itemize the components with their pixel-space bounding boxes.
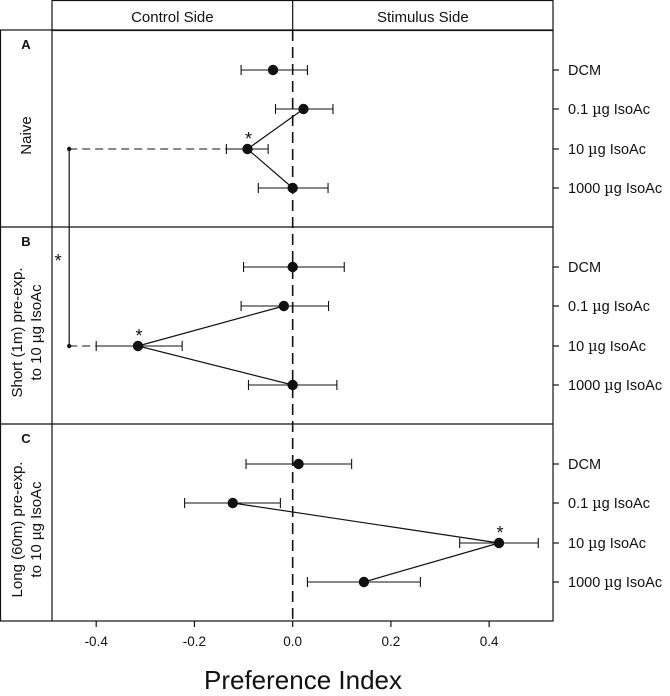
significance-marker: * xyxy=(135,326,142,346)
category-label-part: g IsoAc xyxy=(614,378,662,394)
category-label: DCM xyxy=(568,260,601,276)
x-tick-label: 0.4 xyxy=(480,634,499,649)
category-label: 1000 µg IsoAc xyxy=(568,181,662,197)
x-tick-label: 0.2 xyxy=(382,634,401,649)
comparison-end-b xyxy=(66,343,72,349)
plot-border xyxy=(0,29,554,622)
data-point xyxy=(298,103,309,115)
panel-label: Short (1m) pre-exp. to 10 µg IsoAc xyxy=(9,267,45,397)
category-label: 0.1 µg IsoAc xyxy=(568,496,650,512)
data-point xyxy=(278,300,290,312)
panel-label-line: Naive xyxy=(18,116,35,154)
micro-symbol: µ xyxy=(588,142,597,158)
stimulus-side-label: Stimulus Side xyxy=(377,9,469,26)
category-label-part: g IsoAc xyxy=(602,496,650,512)
connecting-line xyxy=(232,502,500,583)
micro-symbol: µ xyxy=(592,496,601,512)
x-axis-label: Preference Index xyxy=(204,665,402,695)
comparison-end-a xyxy=(66,146,72,152)
category-label-part: 0.1 xyxy=(568,102,592,118)
category-label-part: 10 xyxy=(568,339,588,355)
category-label-part: 0.1 xyxy=(568,299,592,315)
panel-letter: A xyxy=(21,37,31,52)
data-point xyxy=(493,537,505,549)
panel-b: B Short (1m) pre-exp. to 10 µg IsoAc DCM 0.1… xyxy=(9,234,662,398)
category-label: 10 µg IsoAc xyxy=(568,339,646,355)
control-side-label: Control Side xyxy=(131,9,214,26)
category-label-part: 1000 xyxy=(568,575,604,591)
x-tick-label: 0.0 xyxy=(283,634,302,649)
category-label-part: g IsoAc xyxy=(614,181,662,197)
x-tick-label: -0.4 xyxy=(85,634,109,649)
category-label-part: DCM xyxy=(568,63,601,79)
category-label-part: g IsoAc xyxy=(602,299,650,315)
micro-symbol: µ xyxy=(592,299,601,315)
category-label: DCM xyxy=(568,63,601,79)
data-point xyxy=(242,143,253,155)
micro-symbol: µ xyxy=(604,575,613,591)
category-label-part: 10 xyxy=(568,142,588,158)
category-label: 1000 µg IsoAc xyxy=(568,378,662,394)
micro-symbol: µ xyxy=(604,181,613,197)
category-label: 0.1 µg IsoAc xyxy=(568,102,650,118)
micro-symbol: µ xyxy=(588,536,597,552)
micro-symbol: µ xyxy=(592,102,601,118)
category-label-part: 0.1 xyxy=(568,496,592,512)
category-label: 10 µg IsoAc xyxy=(568,142,646,158)
micro-symbol: µ xyxy=(588,339,597,355)
chart-frame: Control Side Stimulus Side xyxy=(0,0,554,622)
category-label: 10 µg IsoAc xyxy=(568,536,646,552)
data-point xyxy=(287,379,298,391)
category-label: 0.1 µg IsoAc xyxy=(568,299,650,315)
data-point xyxy=(287,182,298,194)
panel-label-line: to 10 µg IsoAc xyxy=(28,284,45,381)
panel-letter: B xyxy=(21,234,30,249)
panel-label: Naive xyxy=(18,116,35,154)
panel-c: C Long (60m) pre-exp. to 10 µg IsoAc DCM 0.1… xyxy=(9,431,662,597)
panel-letter: C xyxy=(21,431,31,446)
comparison-bracket: * xyxy=(55,146,227,349)
category-label: 1000 µg IsoAc xyxy=(568,575,662,591)
micro-symbol: µ xyxy=(604,378,613,394)
category-label-part: g IsoAc xyxy=(598,142,646,158)
x-tick-label: -0.2 xyxy=(183,634,206,649)
header-box xyxy=(51,0,554,32)
panel-label: Long (60m) pre-exp. to 10 µg IsoAc xyxy=(9,462,45,598)
category-label-part: g IsoAc xyxy=(614,575,662,591)
comparison-marker: * xyxy=(55,251,62,271)
significance-marker: * xyxy=(496,523,503,543)
panel-label-line: Long (60m) pre-exp. xyxy=(9,462,26,598)
category-label-part: DCM xyxy=(568,457,601,473)
category-label-part: g IsoAc xyxy=(602,102,650,118)
category-label-part: 10 xyxy=(568,536,588,552)
category-label-part: 1000 xyxy=(568,181,604,197)
significance-marker: * xyxy=(245,129,252,149)
data-point xyxy=(358,576,370,588)
category-label-part: 1000 xyxy=(568,378,604,394)
category-label-part: g IsoAc xyxy=(598,536,646,552)
data-point xyxy=(267,64,279,76)
data-point xyxy=(287,261,298,273)
data-point xyxy=(227,497,238,509)
data-point xyxy=(293,458,304,470)
panel-label-line: to 10 µg IsoAc xyxy=(28,481,45,578)
data-point xyxy=(132,340,144,352)
category-label-part: g IsoAc xyxy=(598,339,646,355)
category-label: DCM xyxy=(568,457,601,473)
category-label-part: DCM xyxy=(568,260,601,276)
panel-label-line: Short (1m) pre-exp. xyxy=(9,267,26,397)
x-axis: -0.4 -0.2 0.0 0.2 0.4 xyxy=(85,621,499,649)
